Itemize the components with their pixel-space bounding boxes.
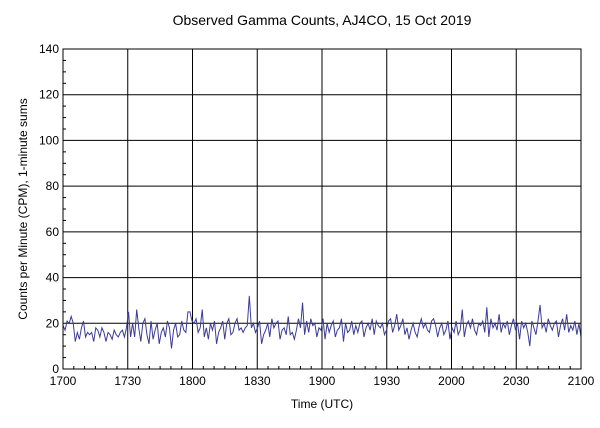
x-tick-label: 1700 (50, 374, 77, 388)
y-tick-label: 120 (39, 88, 59, 102)
y-tick-label: 20 (46, 316, 60, 330)
x-axis-label: Time (UTC) (291, 397, 353, 411)
chart-title: Observed Gamma Counts, AJ4CO, 15 Oct 201… (173, 12, 472, 28)
y-axis-label: Counts per Minute (CPM), 1-minute sums (16, 98, 30, 319)
x-axis-tick-labels: 1700 1730 1800 1830 1900 1930 2000 2030 2100 (50, 374, 595, 388)
y-tick-label: 0 (52, 362, 59, 376)
x-tick-label: 2100 (568, 374, 595, 388)
y-tick-label: 40 (46, 271, 60, 285)
x-tick-label: 1730 (114, 374, 141, 388)
y-tick-label: 100 (39, 133, 59, 147)
x-tick-label: 1830 (244, 374, 271, 388)
grid-lines (62, 48, 582, 370)
x-tick-label: 1930 (373, 374, 400, 388)
x-tick-label: 2000 (438, 374, 465, 388)
x-tick-label: 1900 (309, 374, 336, 388)
x-tick-label: 1800 (179, 374, 206, 388)
x-tick-label: 2030 (503, 374, 530, 388)
y-tick-label: 80 (46, 179, 60, 193)
minor-ticks (63, 59, 571, 369)
y-tick-label: 140 (39, 42, 59, 56)
y-axis-tick-labels: 0 20 40 60 80 100 120 140 (39, 42, 59, 376)
y-tick-label: 60 (46, 225, 60, 239)
plot-frame (62, 48, 582, 370)
series-line (62, 295, 582, 349)
